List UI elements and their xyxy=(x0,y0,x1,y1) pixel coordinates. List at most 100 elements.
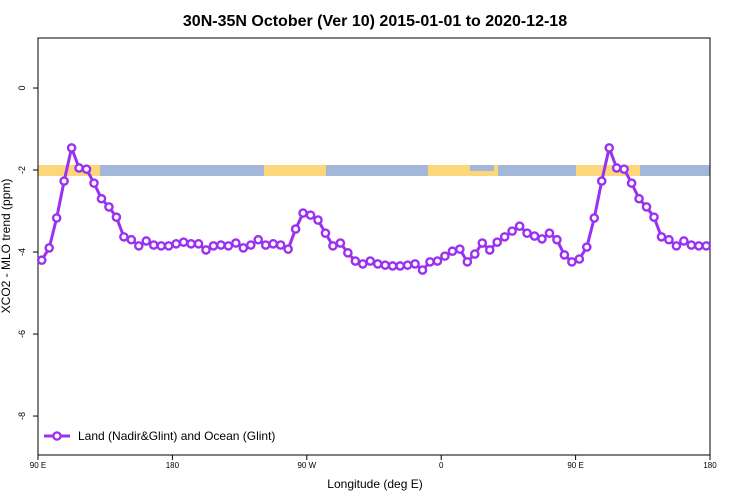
data-point xyxy=(268,239,279,249)
data-point xyxy=(275,240,286,250)
y-tick-label: -2 xyxy=(17,166,27,174)
data-point xyxy=(350,256,361,266)
data-point xyxy=(679,236,689,246)
data-point xyxy=(402,260,413,270)
data-point xyxy=(216,240,226,250)
data-point xyxy=(447,246,458,257)
data-point xyxy=(141,236,152,246)
data-point xyxy=(201,245,211,255)
data-point xyxy=(552,234,562,245)
x-tick-label: 90 E xyxy=(30,461,46,470)
data-point xyxy=(380,260,391,270)
data-point xyxy=(425,257,435,267)
data-point xyxy=(410,259,420,269)
data-point xyxy=(372,259,383,269)
data-point xyxy=(298,208,308,218)
data-point xyxy=(119,232,129,242)
data-point xyxy=(245,240,256,250)
data-point xyxy=(537,234,547,244)
data-point xyxy=(111,212,122,222)
data-point xyxy=(81,164,92,175)
legend-marker xyxy=(52,431,62,441)
data-point xyxy=(492,237,503,247)
data-point xyxy=(469,249,480,259)
data-point xyxy=(305,210,316,220)
x-tick-label: 180 xyxy=(703,461,717,470)
data-point xyxy=(507,226,517,236)
data-point xyxy=(664,234,674,245)
data-point xyxy=(126,234,137,245)
y-tick-label: -6 xyxy=(17,330,27,338)
data-point xyxy=(96,193,107,204)
data-point xyxy=(313,215,323,225)
data-point xyxy=(148,240,159,250)
data-point xyxy=(626,178,637,188)
y-tick-label: -4 xyxy=(17,248,27,256)
data-point xyxy=(611,163,622,173)
data-point xyxy=(260,240,271,250)
data-point xyxy=(417,265,428,275)
data-point xyxy=(59,176,69,186)
data-point xyxy=(335,238,346,248)
data-point xyxy=(44,243,55,253)
data-point xyxy=(66,143,77,153)
data-point xyxy=(522,228,532,238)
land-band xyxy=(576,165,640,176)
data-point xyxy=(440,251,450,261)
x-tick-label: 90 W xyxy=(297,461,316,470)
data-point xyxy=(634,193,644,204)
data-point xyxy=(671,241,682,251)
chart-title: 30N-35N October (Ver 10) 2015-01-01 to 2… xyxy=(183,13,567,30)
data-point xyxy=(649,212,659,222)
ocean-band xyxy=(38,165,710,176)
data-point xyxy=(701,241,712,251)
data-point xyxy=(193,239,204,249)
land-band xyxy=(38,165,100,176)
land-band xyxy=(428,165,498,176)
data-point xyxy=(596,176,607,186)
y-tick-label: 0 xyxy=(17,86,27,91)
data-point xyxy=(163,241,174,251)
data-point xyxy=(171,239,181,249)
data-point xyxy=(89,178,99,188)
data-point xyxy=(484,245,495,255)
legend: Land (Nadir&Glint) and Ocean (Glint) xyxy=(44,429,275,443)
data-point xyxy=(686,240,697,250)
data-point xyxy=(387,261,398,271)
ocean-band xyxy=(470,165,494,171)
data-point xyxy=(656,232,667,242)
data-point xyxy=(223,241,234,251)
data-point xyxy=(559,250,570,260)
data-point xyxy=(619,164,629,175)
data-point xyxy=(238,243,249,253)
data-point xyxy=(395,261,405,271)
data-point xyxy=(477,238,488,248)
x-tick-label: 0 xyxy=(439,461,444,470)
data-point xyxy=(283,244,293,254)
data-point xyxy=(455,244,465,254)
data-point xyxy=(133,241,144,251)
y-axis-label: XCO2 - MLO trend (ppm) xyxy=(0,179,13,314)
data-point xyxy=(514,221,525,232)
data-point xyxy=(104,202,114,212)
data-point xyxy=(36,255,47,266)
data-point xyxy=(604,143,615,153)
data-point xyxy=(290,224,301,234)
data-point xyxy=(432,256,443,266)
data-point xyxy=(365,256,376,266)
data-point xyxy=(208,241,219,251)
data-point xyxy=(574,254,585,264)
data-point xyxy=(253,234,264,245)
data-point xyxy=(694,241,704,251)
data-point xyxy=(641,202,652,212)
data-point xyxy=(582,242,592,252)
data-point xyxy=(499,232,510,242)
data-point xyxy=(74,163,84,173)
data-point xyxy=(328,241,338,251)
data-point xyxy=(589,213,600,223)
data-point xyxy=(529,231,540,241)
data-point xyxy=(51,213,62,223)
